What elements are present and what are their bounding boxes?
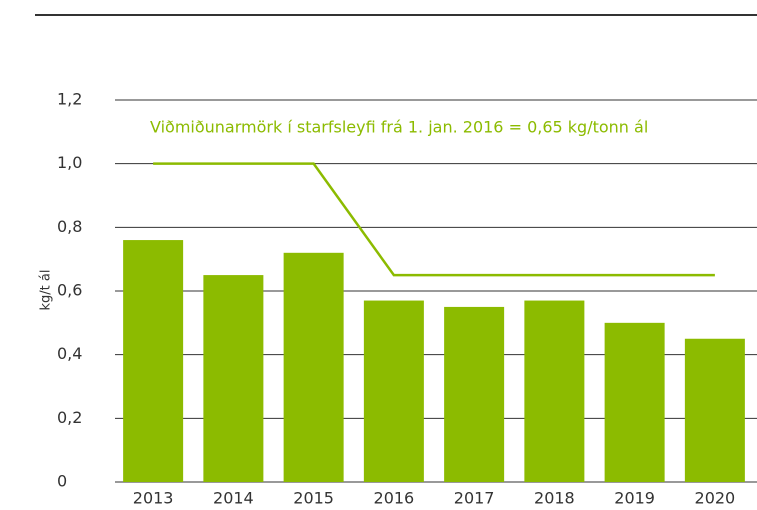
bar bbox=[123, 240, 184, 482]
bar bbox=[604, 322, 665, 482]
x-tick-label: 2014 bbox=[213, 489, 254, 508]
y-tick-label: 0,2 bbox=[57, 408, 82, 427]
x-tick-label: 2020 bbox=[695, 489, 736, 508]
y-axis-label: kg/t ál bbox=[39, 270, 54, 311]
y-tick-label: 0,6 bbox=[57, 281, 82, 300]
limit-line bbox=[153, 162, 715, 277]
bar bbox=[203, 275, 264, 482]
bar bbox=[444, 306, 505, 482]
y-tick-label: 0,4 bbox=[57, 344, 82, 363]
y-tick-label: 1,0 bbox=[57, 153, 82, 172]
bar bbox=[363, 300, 424, 482]
x-tick-label: 2015 bbox=[293, 489, 334, 508]
bar bbox=[684, 338, 745, 482]
bar bbox=[283, 252, 344, 482]
x-tick-label: 2016 bbox=[374, 489, 415, 508]
x-tick-label: 2019 bbox=[614, 489, 655, 508]
y-tick-label: 0,8 bbox=[57, 217, 82, 236]
annotation: Viðmiðunarmörk í starfsleyfi frá 1. jan.… bbox=[150, 118, 648, 137]
bar bbox=[524, 300, 585, 482]
x-tick-label: 2013 bbox=[133, 489, 174, 508]
x-tick-label: 2018 bbox=[534, 489, 575, 508]
y-tick-label: 0 bbox=[57, 472, 67, 491]
y-tick-label: 1,2 bbox=[57, 90, 82, 109]
x-tick-label: 2017 bbox=[454, 489, 495, 508]
